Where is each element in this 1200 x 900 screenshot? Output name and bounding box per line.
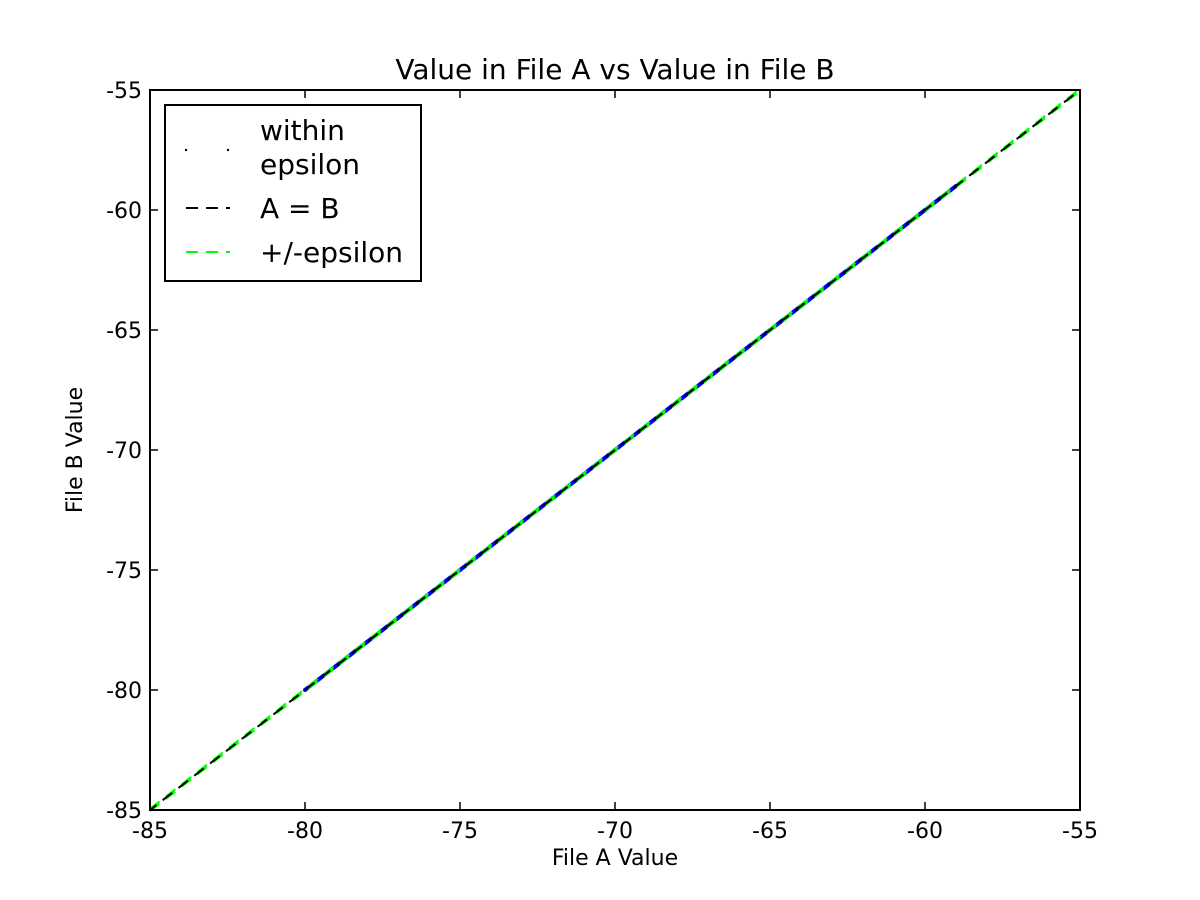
data-point (365, 640, 369, 644)
legend: within epsilon A = B +/-epsilon (164, 104, 422, 282)
y-tick-label: -65 (106, 319, 142, 344)
y-axis-label: File B Value (63, 387, 88, 513)
legend-marker-within-epsilon-2 (226, 148, 230, 152)
x-tick-label: -65 (752, 819, 788, 844)
y-tick-label: -85 (106, 799, 142, 824)
y-tick-label: -55 (106, 79, 142, 104)
x-tick-label: -70 (597, 819, 633, 844)
plot-area (149, 88, 1081, 812)
legend-label-a-equals-b: A = B (260, 192, 340, 225)
x-tick-label: -55 (1062, 819, 1098, 844)
y-tick-label: -60 (106, 199, 142, 224)
data-point (396, 616, 400, 620)
legend-label-within-line2: epsilon (260, 148, 360, 181)
y-tick-label: -75 (106, 559, 142, 584)
x-axis-label: File A Value (552, 846, 678, 871)
y-tick-label: -70 (106, 439, 142, 464)
x-tick-label: -80 (287, 819, 323, 844)
x-tick-label: -85 (132, 819, 168, 844)
y-tick-label: -80 (106, 679, 142, 704)
legend-label-within-line1: within (260, 114, 345, 147)
x-tick-label: -75 (442, 819, 478, 844)
axis-ticks: -85 -80 -75 -70 -65 -60 -55 -85 -80 -75 -70 -65 -60 -… (106, 79, 1098, 844)
legend-marker-within-epsilon-1 (184, 148, 188, 152)
a-equals-b-line (149, 89, 1081, 811)
x-tick-label: -60 (907, 819, 943, 844)
chart-title: Value in File A vs Value in File B (395, 53, 834, 86)
legend-label-epsilon: +/-epsilon (260, 236, 403, 269)
